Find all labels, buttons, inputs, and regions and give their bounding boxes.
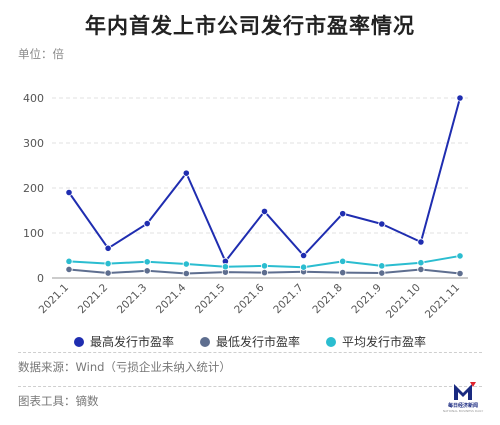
y-axis-unit-label: 单位：倍 bbox=[18, 47, 64, 61]
data-point-s0-2 bbox=[143, 219, 151, 228]
data-point-s0-8 bbox=[378, 220, 386, 228]
legend-label-max: 最高发行市盈率 bbox=[89, 335, 174, 349]
x-tick-label: 2021.9 bbox=[349, 282, 383, 316]
data-point-s2-2 bbox=[143, 258, 151, 266]
chart-title: 年内首发上市公司发行市盈率情况 bbox=[85, 14, 415, 38]
data-point-s1-10 bbox=[456, 269, 464, 278]
legend-item-min[interactable]: 最低发行市盈率 bbox=[199, 333, 300, 350]
x-tick-label: 2021.8 bbox=[310, 282, 344, 316]
legend-marker-max bbox=[73, 336, 84, 347]
divider-bottom bbox=[18, 386, 482, 387]
x-tick-label: 2021.2 bbox=[76, 282, 110, 316]
legend-label-avg: 平均发行市盈率 bbox=[342, 335, 427, 349]
data-point-s2-7 bbox=[339, 257, 347, 265]
data-point-s2-9 bbox=[417, 259, 425, 267]
data-point-s0-6 bbox=[299, 251, 308, 260]
y-tick-label: 200 bbox=[23, 182, 44, 195]
x-tick-label: 2021.4 bbox=[154, 281, 189, 316]
x-tick-label: 2021.6 bbox=[232, 281, 267, 316]
legend-label-min: 最低发行市盈率 bbox=[215, 335, 300, 349]
legend-item-max[interactable]: 最高发行市盈率 bbox=[73, 333, 174, 350]
x-tick-label: 2021.11 bbox=[423, 282, 462, 321]
x-tick-label: 2021.5 bbox=[193, 282, 227, 316]
x-tick-label: 2021.1 bbox=[37, 282, 71, 316]
legend-marker-avg bbox=[326, 336, 336, 347]
data-point-s1-5 bbox=[260, 268, 269, 277]
data-point-s2-3 bbox=[182, 260, 190, 268]
chart-legend: 最高发行市盈率 最低发行市盈率 平均发行市盈率 bbox=[0, 333, 500, 350]
legend-marker-min bbox=[199, 336, 210, 347]
data-point-s2-6 bbox=[299, 263, 308, 271]
data-point-s1-9 bbox=[417, 265, 425, 274]
data-point-s1-3 bbox=[182, 269, 190, 278]
data-point-s0-3 bbox=[182, 169, 190, 177]
legend-item-avg[interactable]: 平均发行市盈率 bbox=[326, 333, 426, 350]
logo-mark-icon bbox=[454, 382, 476, 400]
data-point-s2-10 bbox=[456, 252, 464, 260]
logo-name: 每日经济新闻 bbox=[447, 403, 478, 409]
x-tick-label: 2021.10 bbox=[384, 282, 423, 321]
data-point-s2-1 bbox=[104, 259, 112, 268]
data-point-s0-10 bbox=[456, 94, 464, 102]
data-point-s0-9 bbox=[417, 238, 425, 246]
data-point-s2-0 bbox=[65, 257, 73, 265]
data-point-s0-7 bbox=[339, 210, 347, 218]
data-point-s2-5 bbox=[260, 262, 269, 270]
data-point-s2-8 bbox=[378, 262, 386, 270]
data-point-s0-5 bbox=[260, 207, 269, 215]
data-point-s1-0 bbox=[65, 265, 73, 274]
y-tick-label: 300 bbox=[23, 137, 44, 150]
data-point-s1-8 bbox=[378, 269, 386, 277]
data-point-s1-2 bbox=[143, 267, 151, 275]
logo-subtitle: NATIONAL BUSINESS DAILY bbox=[442, 409, 484, 413]
y-tick-label: 0 bbox=[37, 272, 44, 285]
data-point-s0-1 bbox=[104, 244, 112, 252]
publisher-logo: 每日经济新闻 NATIONAL BUSINESS DAILY bbox=[440, 380, 486, 420]
data-point-s1-7 bbox=[339, 268, 347, 277]
x-tick-label: 2021.3 bbox=[115, 282, 149, 316]
data-point-s2-4 bbox=[221, 263, 229, 271]
y-tick-label: 100 bbox=[23, 227, 44, 240]
y-tick-label: 400 bbox=[23, 92, 44, 105]
data-source-note: 数据来源：Wind（亏损企业未纳入统计） bbox=[18, 360, 231, 374]
series-line-0 bbox=[68, 97, 461, 263]
chart-tool-note: 图表工具：镝数 bbox=[18, 394, 99, 408]
data-point-s1-1 bbox=[104, 269, 112, 277]
data-point-s0-0 bbox=[65, 188, 73, 197]
x-tick-label: 2021.7 bbox=[271, 282, 305, 316]
divider-top bbox=[18, 352, 482, 353]
